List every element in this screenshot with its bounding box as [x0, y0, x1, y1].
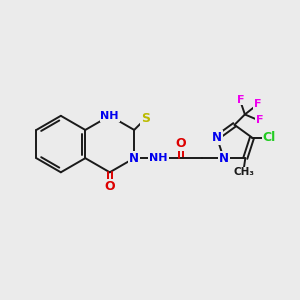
- Text: N: N: [219, 152, 229, 165]
- Text: NH: NH: [100, 111, 119, 121]
- Text: O: O: [176, 137, 186, 150]
- Text: Cl: Cl: [262, 131, 276, 144]
- Text: S: S: [141, 112, 150, 125]
- Text: F: F: [256, 115, 263, 125]
- Text: F: F: [237, 95, 244, 105]
- Text: CH₃: CH₃: [233, 167, 254, 177]
- Text: N: N: [129, 152, 139, 165]
- Text: F: F: [254, 99, 261, 109]
- Text: N: N: [212, 131, 222, 144]
- Text: O: O: [104, 180, 115, 193]
- Text: NH: NH: [149, 153, 168, 163]
